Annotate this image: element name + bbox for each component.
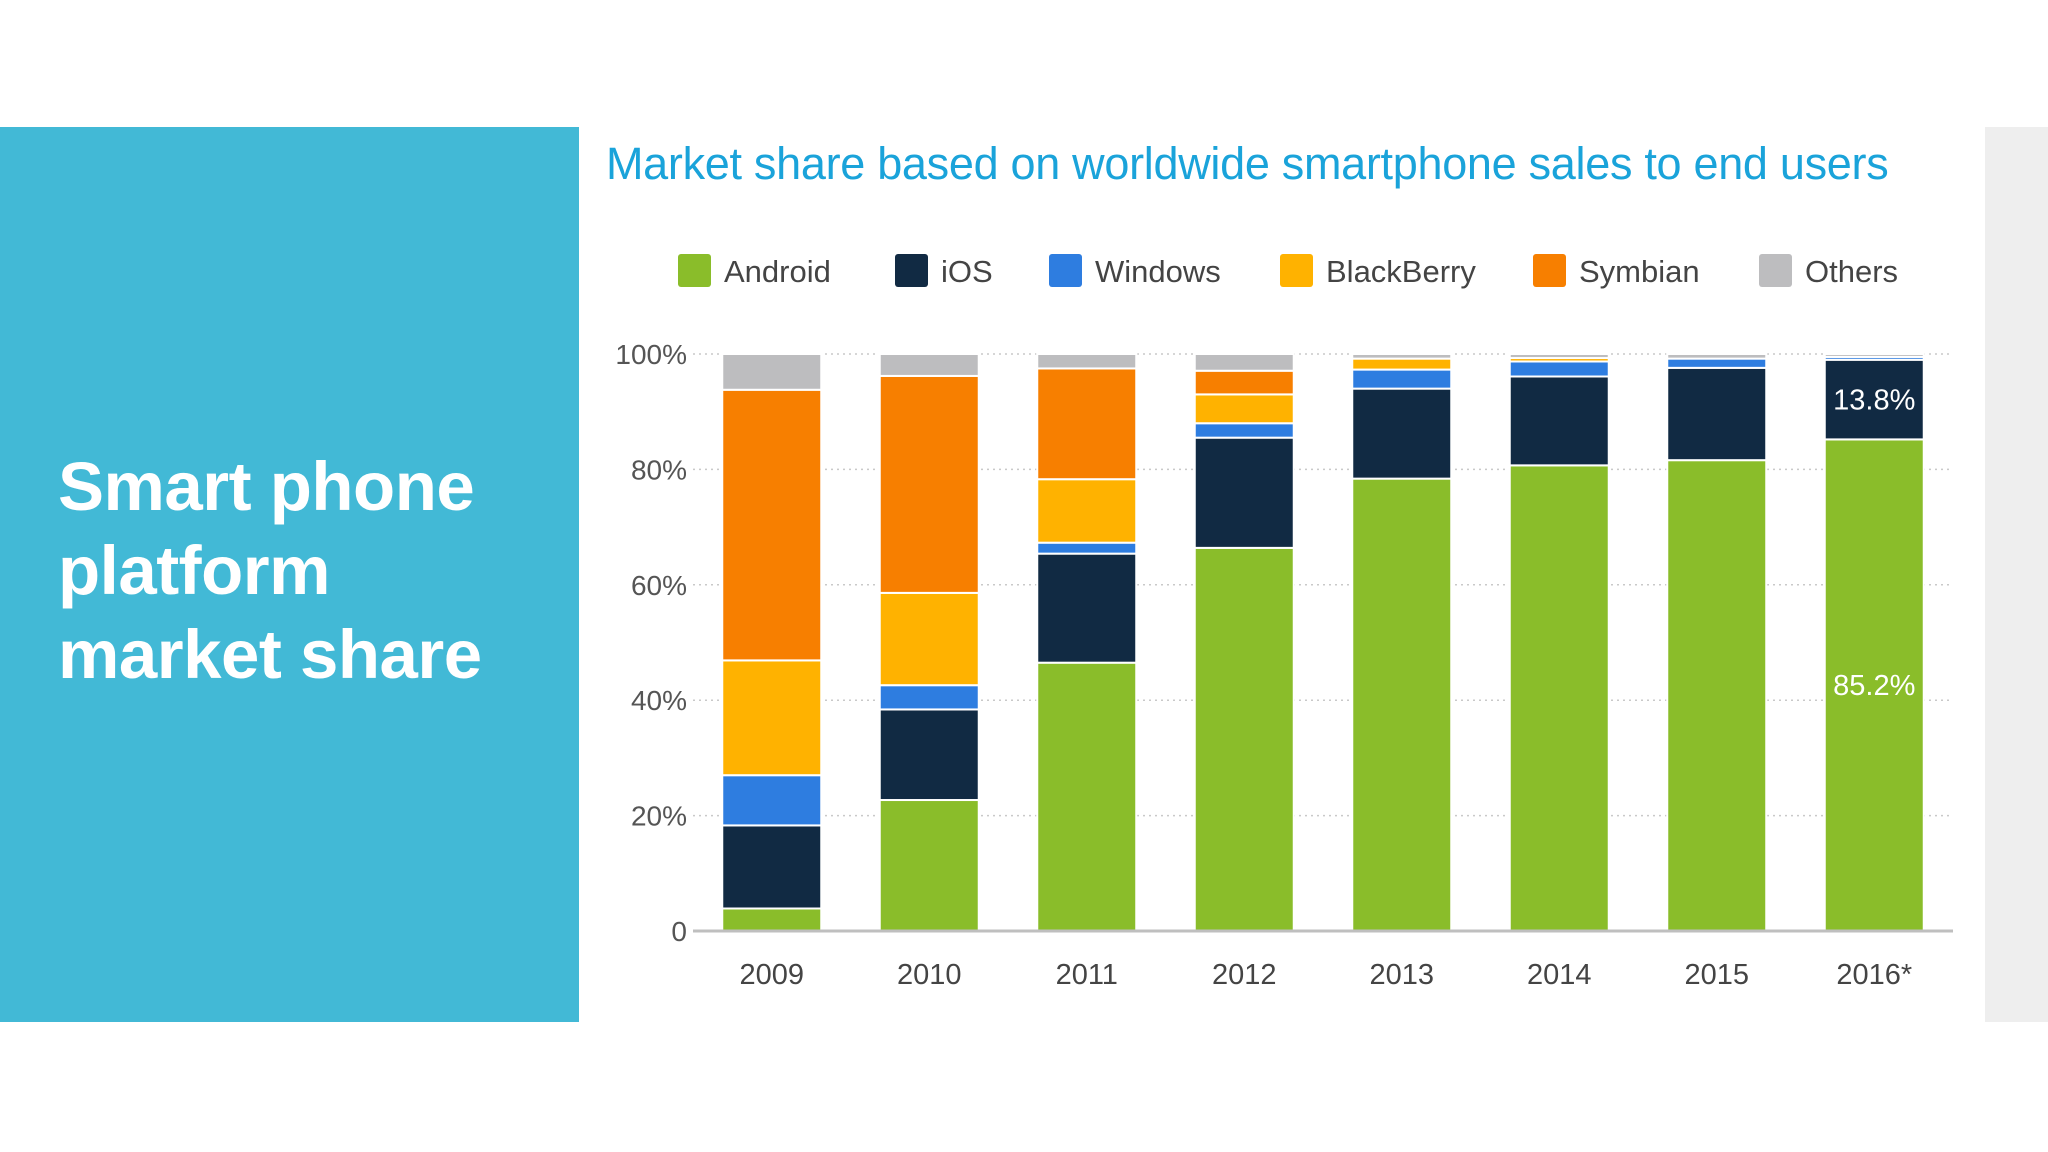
x-tick-label-2013: 2013	[1369, 959, 1434, 991]
legend-swatch-blackberry	[1280, 254, 1313, 287]
bar-2014-ios	[1508, 375, 1610, 467]
bar-2009-windows	[721, 774, 823, 827]
bar-2012-android	[1193, 546, 1295, 932]
data-label-2016-android: 85.2%	[1833, 670, 1915, 702]
chart-title: Market share based on worldwide smartpho…	[606, 138, 1889, 189]
legend-label-android: Android	[724, 254, 831, 289]
bar-2014-others	[1508, 353, 1610, 360]
legend-swatch-android	[678, 254, 711, 287]
y-tick-label-40: 40%	[631, 685, 687, 716]
bar-2009-android	[721, 907, 823, 933]
bar-2012-others	[1193, 353, 1295, 372]
x-tick-label-2016: 2016*	[1836, 959, 1912, 991]
bar-2013-windows	[1351, 368, 1453, 390]
bar-2014-android	[1508, 464, 1610, 932]
bar-2011-ios	[1036, 552, 1138, 664]
bar-2014-windows	[1508, 360, 1610, 378]
legend-swatch-symbian	[1533, 254, 1566, 287]
x-tick-label-2010: 2010	[897, 959, 962, 991]
bar-2010-ios	[878, 708, 980, 802]
bar-2010-symbian	[878, 374, 980, 594]
bar-2010-android	[878, 799, 980, 932]
legend-label-blackberry: BlackBerry	[1326, 254, 1476, 289]
y-tick-label-100: 100%	[615, 339, 687, 370]
legend-swatch-others	[1759, 254, 1792, 287]
bar-2015-others	[1666, 353, 1768, 360]
stacked-bar-chart: 0 20% 40% 60% 80% 100% 2009 2010 2011 2012 2013 201…	[615, 254, 1953, 991]
bar-2010-others	[878, 353, 980, 377]
bar-2012-ios	[1193, 436, 1295, 549]
x-tick-label-2015: 2015	[1684, 959, 1749, 991]
x-tick-label-2012: 2012	[1212, 959, 1277, 991]
y-tick-label-80: 80%	[631, 454, 687, 485]
bar-2011-others	[1036, 353, 1138, 370]
bar-2015-android	[1666, 459, 1768, 932]
legend-swatch-ios	[895, 254, 928, 287]
x-tick-label-2009: 2009	[739, 959, 804, 991]
x-tick-label-2014: 2014	[1527, 959, 1592, 991]
bar-2010-windows	[878, 684, 980, 711]
legend-label-symbian: Symbian	[1579, 254, 1700, 289]
y-tick-label-0: 0	[671, 916, 687, 947]
y-tick-label-60: 60%	[631, 570, 687, 601]
bar-2011-symbian	[1036, 367, 1138, 481]
legend-label-others: Others	[1805, 254, 1898, 289]
bar-2011-blackberry	[1036, 478, 1138, 544]
legend-label-windows: Windows	[1095, 254, 1221, 289]
bar-2016-ios	[1823, 358, 1925, 441]
bar-2009-symbian	[721, 388, 823, 662]
title-panel	[0, 127, 579, 1022]
bar-2011-windows	[1036, 541, 1138, 555]
bar-2016-others	[1823, 353, 1925, 358]
bar-2013-blackberry	[1351, 357, 1453, 371]
bar-2009-ios	[721, 824, 823, 910]
bar-2012-blackberry	[1193, 393, 1295, 425]
bar-2013-android	[1351, 477, 1453, 932]
bar-2013-ios	[1351, 387, 1453, 480]
bar-2011-android	[1036, 661, 1138, 932]
x-tick-label-2011: 2011	[1056, 959, 1118, 991]
y-tick-label-20: 20%	[631, 801, 687, 832]
data-label-2016-ios: 13.8%	[1833, 385, 1915, 417]
bar-2013-others	[1351, 353, 1453, 360]
bar-2009-blackberry	[721, 659, 823, 777]
bar-2015-windows	[1666, 357, 1768, 369]
bar-2012-windows	[1193, 422, 1295, 439]
bar-2012-symbian	[1193, 369, 1295, 396]
legend-label-ios: iOS	[941, 254, 993, 289]
right-edge-panel	[1985, 127, 2048, 1022]
bar-2009-others	[721, 353, 823, 391]
legend-swatch-windows	[1049, 254, 1082, 287]
bar-2010-blackberry	[878, 591, 980, 687]
slide-title: Smart phone platform market share	[58, 448, 482, 693]
bar-2015-ios	[1666, 366, 1768, 462]
